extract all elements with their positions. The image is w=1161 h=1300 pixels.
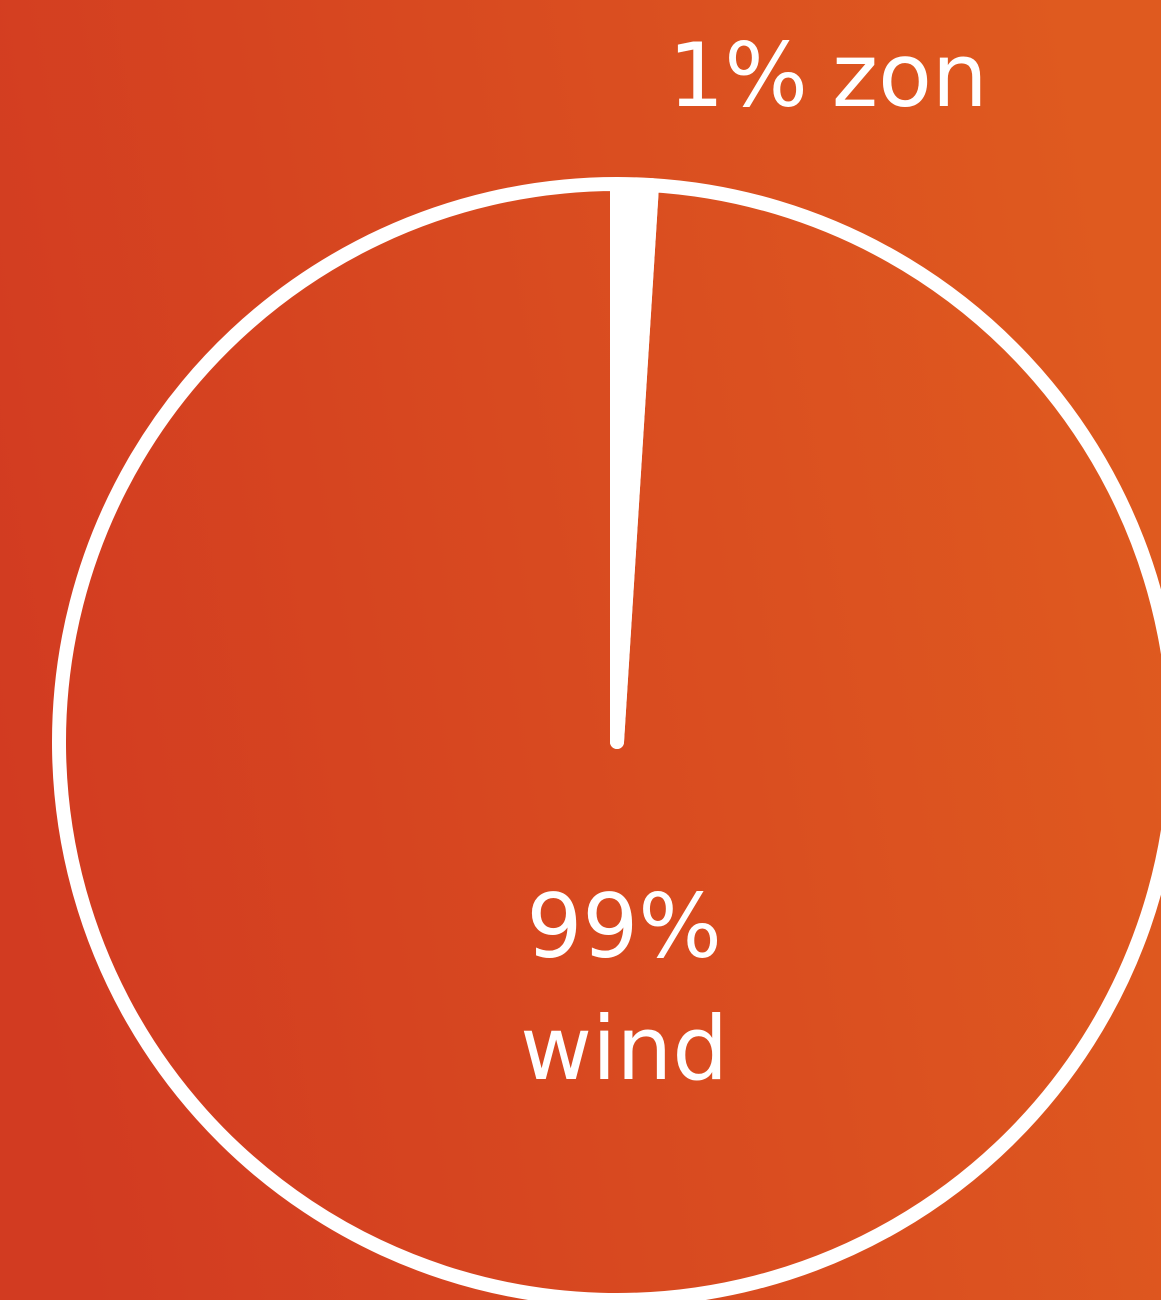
slice-label: 1% zon [668, 24, 987, 127]
value-label: 1% [668, 24, 808, 127]
category-label: zon [832, 24, 988, 127]
category-label: wind [520, 997, 728, 1100]
value-label: 99% [526, 875, 722, 978]
